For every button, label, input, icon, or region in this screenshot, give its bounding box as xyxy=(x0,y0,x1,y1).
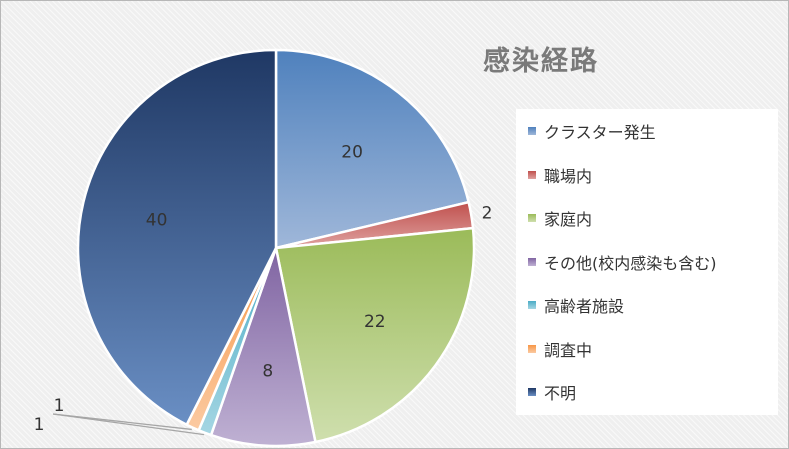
legend-label: 職場内 xyxy=(544,166,593,186)
pie-slice-3 xyxy=(209,243,317,448)
pie-slice-0 xyxy=(274,48,471,250)
leader-line-5 xyxy=(52,413,192,431)
legend-swatch xyxy=(528,214,536,222)
chart-title: 感染経路 xyxy=(483,46,599,77)
legend-item-3: その他(校内感染も含む) xyxy=(528,250,717,274)
data-label-0: 20 xyxy=(341,143,363,163)
data-label-5: 1 xyxy=(34,415,45,435)
legend-label: 調査中 xyxy=(544,340,593,360)
data-label-6: 40 xyxy=(146,211,168,231)
legend-label: 家庭内 xyxy=(544,210,593,229)
pie-slice-2 xyxy=(274,226,476,444)
legend-item-6: 不明 xyxy=(528,380,576,404)
legend-item-5: 調査中 xyxy=(528,337,592,361)
legend-swatch xyxy=(528,127,536,135)
data-label-3: 8 xyxy=(262,362,273,382)
legend-swatch xyxy=(528,301,536,309)
legend-label: 不明 xyxy=(544,384,577,403)
legend-item-2: 家庭内 xyxy=(528,206,592,230)
legend-label: 高齢者施設 xyxy=(544,297,625,316)
chart-legend: クラスター発生 職場内家庭内その他(校内感染も含む) 高齢者施設調査中不明 xyxy=(516,109,778,415)
legend-item-4: 高齢者施設 xyxy=(528,293,624,317)
pie-slice-6 xyxy=(76,48,278,427)
legend-item-1: 職場内 xyxy=(528,163,592,187)
legend-swatch xyxy=(528,170,536,179)
legend-swatch xyxy=(528,344,536,353)
legend-swatch xyxy=(528,388,536,396)
legend-label: クラスター発生 xyxy=(544,123,656,142)
legend-label: その他(校内感染も含む) xyxy=(544,253,717,273)
data-label-1: 2 xyxy=(482,203,493,223)
legend-swatch xyxy=(528,257,536,266)
legend-item-0: クラスター発生 xyxy=(528,119,656,143)
data-label-2: 22 xyxy=(364,312,386,332)
data-label-4: 1 xyxy=(54,396,65,416)
